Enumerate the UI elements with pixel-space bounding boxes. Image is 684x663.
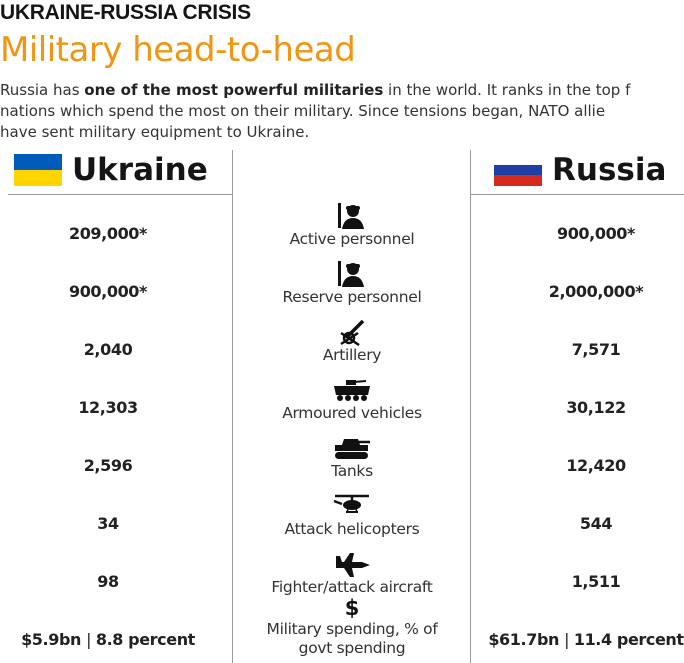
separator: | xyxy=(564,630,574,649)
ukraine-value: 12,303 xyxy=(78,398,138,417)
ukraine-value: $5.9bn | 8.8 percent xyxy=(8,630,208,649)
russia-spending-percent: 11.4 percent xyxy=(573,630,684,649)
metric-label: Active personnel xyxy=(289,230,415,248)
metric: Fighter/attack aircraft xyxy=(232,550,472,597)
ukraine-value: 98 xyxy=(97,572,119,591)
stat-row-fighter-aircraft: 98 Fighter/attack aircraft 1,511 xyxy=(0,550,684,608)
metric-label: Attack helicopters xyxy=(284,520,420,538)
intro-line-1-bold: one of the most powerful militaries xyxy=(84,81,384,99)
metric-label: Military spending, % of xyxy=(266,620,438,638)
intro-line-1-end: in the world. It ranks in the top f xyxy=(383,81,631,99)
separator: | xyxy=(86,630,96,649)
stat-row-tanks: 2,596 Tanks 12,420 xyxy=(0,434,684,492)
tank-icon xyxy=(335,439,370,459)
russia-value: 2,000,000* xyxy=(548,282,644,301)
metric: Active personnel xyxy=(232,202,472,249)
fighter-jet-icon xyxy=(336,553,370,577)
russia-value: 900,000* xyxy=(556,224,636,243)
ukraine-header: Ukraine xyxy=(14,152,208,188)
artillery-icon xyxy=(340,319,365,346)
stat-row-artillery: 2,040 Artillery 7,571 xyxy=(0,318,684,376)
stat-row-armoured-vehicles: 12,303 Armoured vehicles 30,122 xyxy=(0,376,684,434)
russia-value: $61.7bn | 11.4 percent xyxy=(486,630,684,649)
right-column-divider xyxy=(470,150,471,663)
ukraine-value: 900,000* xyxy=(68,282,148,301)
stat-row-reserve-personnel: 900,000* Reserve personnel 2,000,000* xyxy=(0,260,684,318)
russia-value: 1,511 xyxy=(571,572,621,591)
metric: Armoured vehicles xyxy=(232,376,472,423)
ukraine-spending-percent: 8.8 percent xyxy=(95,630,195,649)
russia-flag-icon xyxy=(494,154,542,187)
armoured-vehicle-icon xyxy=(334,380,370,401)
metric: $ Military spending, % of govt spending xyxy=(232,596,472,658)
russia-value: 30,122 xyxy=(566,398,626,417)
soldier-icon xyxy=(338,261,364,287)
intro-text: Russia has one of the most powerful mili… xyxy=(0,80,684,143)
ukraine-value: 2,040 xyxy=(83,340,133,359)
left-column-divider xyxy=(232,150,233,663)
metric: Attack helicopters xyxy=(232,492,472,539)
ukraine-spending-amount: $5.9bn xyxy=(21,630,81,649)
russia-header: Russia xyxy=(494,152,666,188)
russia-value: 7,571 xyxy=(571,340,621,359)
metric-label: Reserve personnel xyxy=(282,288,422,306)
ukraine-flag-icon xyxy=(14,154,62,186)
intro-line-3: have sent military equipment to Ukraine. xyxy=(0,123,310,141)
russia-value: 12,420 xyxy=(566,456,626,475)
metric-label-line-2: govt spending xyxy=(298,639,406,657)
soldier-icon xyxy=(338,203,364,229)
dollar-icon: $ xyxy=(344,596,360,620)
metric: Reserve personnel xyxy=(232,260,472,307)
ukraine-value: 209,000* xyxy=(68,224,148,243)
ukraine-value: 2,596 xyxy=(83,456,133,475)
metric-label: Artillery xyxy=(322,346,382,364)
ukraine-name: Ukraine xyxy=(72,152,208,188)
metric-label: Armoured vehicles xyxy=(282,404,422,422)
stat-row-attack-helicopters: 34 Attack helicopters 544 xyxy=(0,492,684,550)
metric: Tanks xyxy=(232,434,472,481)
kicker: UKRAINE-RUSSIA CRISIS xyxy=(0,1,251,24)
stat-row-active-personnel: 209,000* Active personnel 900,000* xyxy=(0,202,684,260)
russia-spending-amount: $61.7bn xyxy=(488,630,559,649)
helicopter-icon xyxy=(333,494,369,513)
metric-label: Fighter/attack aircraft xyxy=(271,578,433,596)
intro-line-1: Russia has one of the most powerful mili… xyxy=(0,80,684,101)
ukraine-value: 34 xyxy=(97,514,119,533)
intro-line-1-start: Russia has xyxy=(0,81,85,99)
russia-name: Russia xyxy=(552,152,667,188)
russia-value: 544 xyxy=(579,514,613,533)
intro-line-2: nations which spend the most on their mi… xyxy=(0,102,606,120)
ukraine-header-rule xyxy=(8,194,232,195)
metric-label: Tanks xyxy=(331,462,373,480)
page-title: Military head-to-head xyxy=(0,30,356,70)
metric: Artillery xyxy=(232,318,472,365)
stat-row-military-spending: $5.9bn | 8.8 percent $ Military spending… xyxy=(0,596,684,663)
russia-header-rule xyxy=(470,194,684,195)
